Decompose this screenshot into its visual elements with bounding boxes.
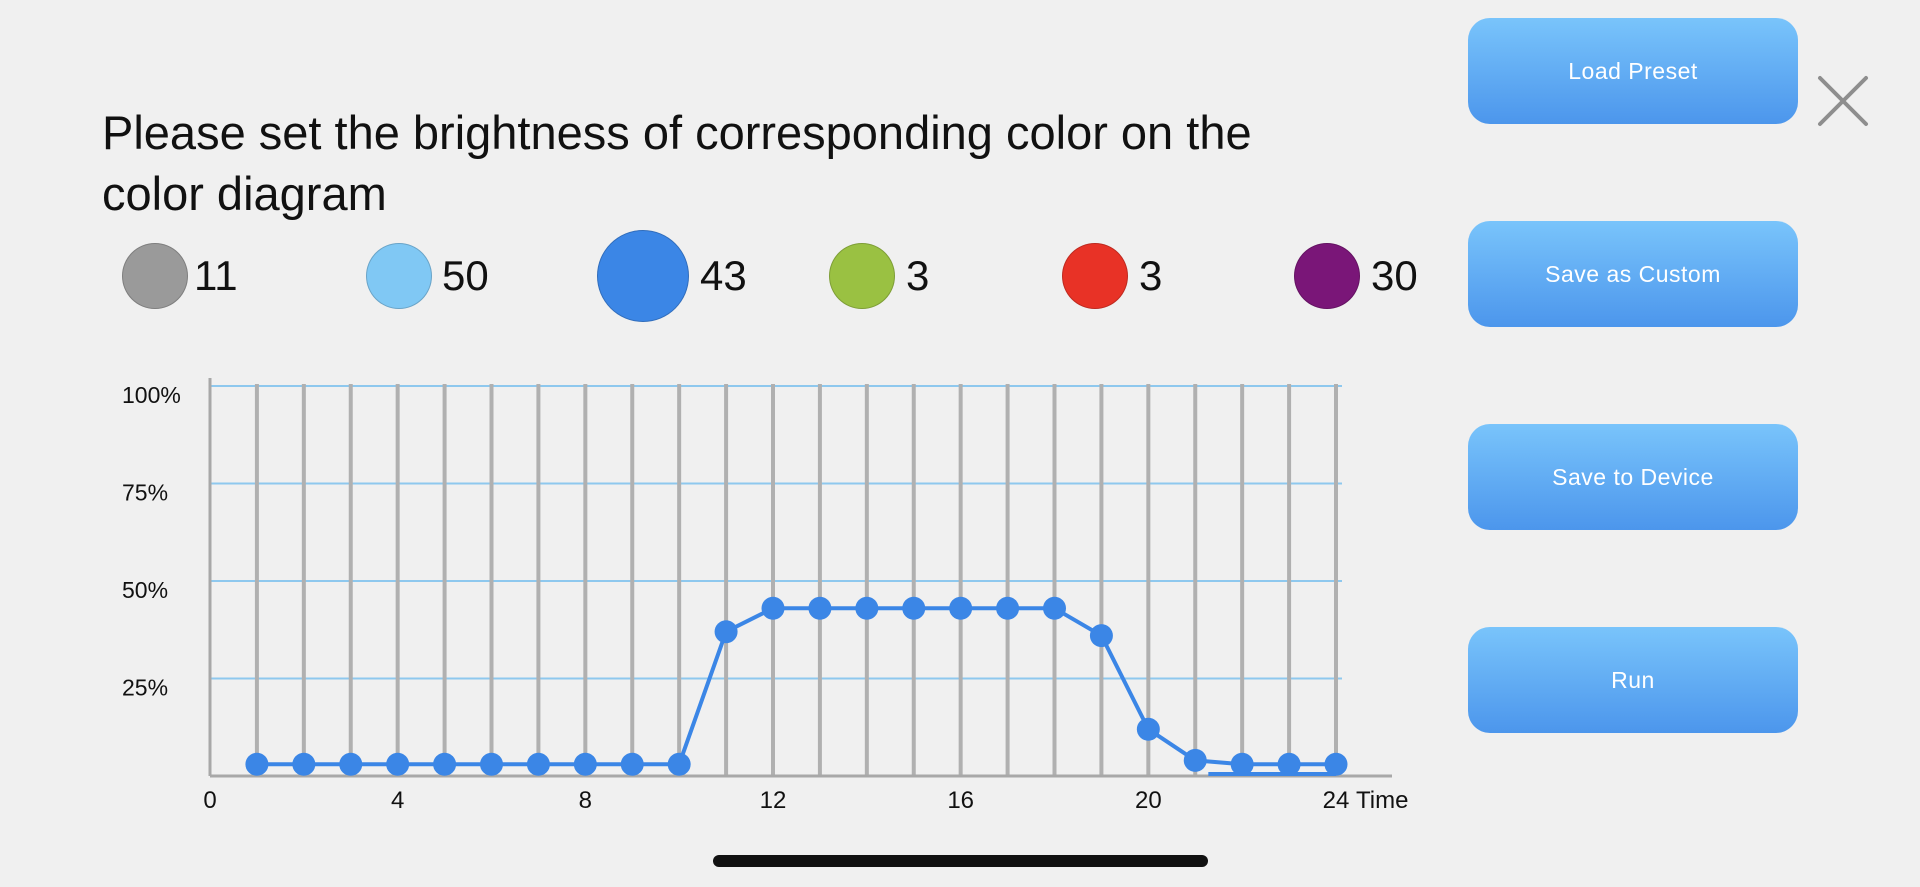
y-tick-label: 100% xyxy=(122,382,181,408)
color-swatch-red[interactable] xyxy=(1062,243,1128,309)
data-point[interactable] xyxy=(386,752,410,776)
load-preset-button[interactable]: Load Preset xyxy=(1468,18,1798,124)
swatch-value-blue: 43 xyxy=(700,252,747,299)
y-tick-label: 25% xyxy=(122,675,168,701)
data-point[interactable] xyxy=(1183,748,1207,772)
x-axis-label: Time xyxy=(1356,787,1408,814)
y-tick-label: 75% xyxy=(122,480,168,506)
swatch-value-gray: 11 xyxy=(194,252,238,299)
color-swatch-green[interactable] xyxy=(829,243,895,309)
data-point[interactable] xyxy=(1324,752,1348,776)
x-tick-label: 8 xyxy=(579,787,592,814)
page-title: Please set the brightness of correspondi… xyxy=(102,106,1252,220)
data-point[interactable] xyxy=(245,752,269,776)
color-swatch-blue[interactable] xyxy=(597,230,689,322)
x-tick-label: 12 xyxy=(760,787,787,814)
data-point[interactable] xyxy=(339,752,363,776)
data-point[interactable] xyxy=(526,752,550,776)
data-point[interactable] xyxy=(1043,596,1066,620)
data-point[interactable] xyxy=(433,752,457,776)
data-point[interactable] xyxy=(902,596,926,620)
color-swatch-purple[interactable] xyxy=(1294,243,1360,309)
close-icon[interactable] xyxy=(1816,74,1870,128)
run-button[interactable]: Run xyxy=(1468,627,1798,733)
data-point[interactable] xyxy=(996,596,1020,620)
x-tick-label: 24 xyxy=(1323,787,1350,814)
save-as-custom-button[interactable]: Save as Custom xyxy=(1468,221,1798,327)
data-point[interactable] xyxy=(480,752,503,776)
home-indicator xyxy=(713,855,1208,867)
data-point[interactable] xyxy=(714,620,738,644)
swatch-value-purple: 30 xyxy=(1371,252,1418,299)
data-point[interactable] xyxy=(1136,717,1160,741)
swatch-value-light-blue: 50 xyxy=(442,252,489,299)
data-point[interactable] xyxy=(949,596,973,620)
data-point[interactable] xyxy=(808,596,832,620)
y-tick-label: 50% xyxy=(122,577,168,603)
x-tick-label: 0 xyxy=(203,787,216,814)
data-point[interactable] xyxy=(1230,752,1254,776)
x-tick-label: 20 xyxy=(1135,787,1162,814)
data-point[interactable] xyxy=(1277,752,1301,776)
data-point[interactable] xyxy=(292,752,316,776)
data-point[interactable] xyxy=(855,596,879,620)
data-point[interactable] xyxy=(667,752,691,776)
series-line xyxy=(256,606,1336,767)
color-swatch-gray[interactable] xyxy=(122,243,188,309)
color-swatch-light-blue[interactable] xyxy=(366,243,432,309)
x-tick-label: 16 xyxy=(947,787,974,814)
data-point[interactable] xyxy=(573,752,597,776)
save-to-device-button[interactable]: Save to Device xyxy=(1468,424,1798,530)
data-point[interactable] xyxy=(620,752,644,776)
swatch-value-red: 3 xyxy=(1139,252,1163,299)
data-point[interactable] xyxy=(761,596,785,620)
x-tick-label: 4 xyxy=(391,787,404,814)
swatch-value-green: 3 xyxy=(906,252,930,299)
data-point[interactable] xyxy=(1089,624,1113,648)
